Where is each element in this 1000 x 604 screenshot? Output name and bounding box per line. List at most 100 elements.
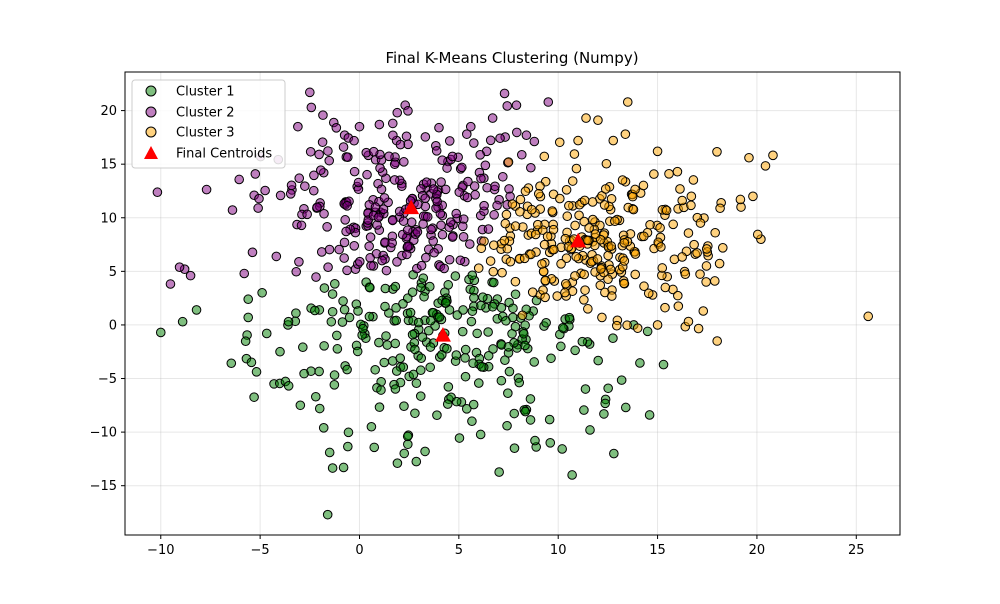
y-tick-label: −5 <box>98 372 117 387</box>
legend: Cluster 1 Cluster 2 Cluster 3 Final Cent… <box>131 79 286 169</box>
cluster-3-point <box>664 169 674 179</box>
cluster-1-point <box>410 344 420 355</box>
cluster-1-point <box>483 350 494 361</box>
cluster-1-point <box>240 336 251 347</box>
legend-marker-cluster-3 <box>145 126 157 138</box>
cluster-3-point <box>669 254 680 265</box>
cluster-1-point <box>525 394 536 404</box>
cluster-2-point <box>389 159 400 170</box>
cluster-3-point <box>603 250 613 261</box>
cluster-2-point <box>317 137 328 147</box>
cluster-1-point <box>405 307 416 318</box>
cluster-1-point <box>518 328 529 339</box>
cluster-1-point <box>275 346 285 357</box>
cluster-2-point <box>306 102 317 113</box>
points-layer <box>152 87 874 520</box>
cluster-2-point <box>354 121 365 132</box>
cluster-1-point <box>329 370 340 380</box>
cluster-1-point <box>295 400 306 411</box>
ticks-layer: −10 −5 0 5 10 15 20 25 −15 −10 −5 0 5 10 15 20 <box>90 104 865 558</box>
cluster-3-point <box>548 224 559 235</box>
cluster-2-point <box>152 187 163 198</box>
cluster-1-point <box>408 369 419 380</box>
cluster-3-point <box>677 195 687 206</box>
cluster-2-point <box>362 169 372 180</box>
legend-label-cluster-2: Cluster 2 <box>176 106 235 121</box>
cluster-2-point <box>439 263 449 274</box>
cluster-1-point <box>395 353 406 363</box>
cluster-1-point <box>496 375 507 386</box>
cluster-1-point <box>246 357 257 368</box>
cluster-3-point <box>712 336 722 346</box>
cluster-2-point <box>379 193 390 203</box>
cluster-3-point <box>580 285 590 295</box>
cluster-1-point <box>451 350 462 360</box>
cluster-3-point <box>560 233 571 244</box>
cluster-1-point <box>314 366 324 377</box>
cluster-3-point <box>608 135 619 146</box>
cluster-1-point <box>557 444 567 454</box>
cluster-2-point <box>234 174 244 185</box>
cluster-2-point <box>377 255 387 266</box>
cluster-2-point <box>174 262 185 272</box>
cluster-1-point <box>564 312 575 323</box>
cluster-1-point <box>417 332 428 343</box>
cluster-3-point <box>587 197 598 207</box>
cluster-1-point <box>344 312 355 323</box>
cluster-1-point <box>380 301 390 312</box>
cluster-1-point <box>476 300 486 311</box>
cluster-1-point <box>503 388 513 398</box>
cluster-2-point <box>323 262 333 273</box>
cluster-2-point <box>420 132 431 142</box>
cluster-1-point <box>407 287 418 298</box>
cluster-2-point <box>324 155 335 166</box>
cluster-1-point <box>460 353 470 363</box>
cluster-3-point <box>717 243 728 253</box>
cluster-2-point <box>492 200 502 211</box>
cluster-2-point <box>543 97 554 107</box>
legend-marker-cluster-2 <box>145 106 157 118</box>
cluster-2-point <box>469 181 480 191</box>
cluster-3-point <box>595 280 606 291</box>
cluster-2-point <box>300 181 310 191</box>
cluster-3-point <box>715 203 725 214</box>
cluster-2-point <box>368 146 379 157</box>
centroid-marker <box>570 232 587 248</box>
cluster-2-point <box>428 236 439 246</box>
cluster-1-point <box>570 345 580 356</box>
cluster-1-point <box>364 311 375 322</box>
cluster-2-point <box>442 163 452 173</box>
cluster-2-point <box>403 106 413 116</box>
cluster-3-point <box>560 278 571 289</box>
cluster-2-point <box>387 215 398 226</box>
cluster-1-point <box>556 341 566 352</box>
cluster-2-point <box>412 227 423 237</box>
cluster-1-point <box>416 282 426 293</box>
cluster-2-point <box>402 249 412 260</box>
legend-label-centroids: Final Centroids <box>176 147 272 162</box>
cluster-2-point <box>253 203 263 213</box>
chart-title: Final K-Means Clustering (Numpy) <box>385 49 638 67</box>
cluster-2-point <box>319 208 329 219</box>
cluster-1-point <box>467 416 477 427</box>
cluster-3-point <box>592 254 603 264</box>
cluster-3-point <box>689 239 699 250</box>
y-tick-label: −10 <box>90 426 117 441</box>
cluster-2-point <box>375 163 385 173</box>
cluster-1-point <box>558 323 568 333</box>
cluster-1-point <box>310 305 320 316</box>
cluster-3-point <box>668 219 678 230</box>
cluster-3-point <box>695 269 705 279</box>
cluster-1-point <box>327 463 338 473</box>
cluster-2-point <box>305 146 316 157</box>
cluster-3-point <box>673 301 684 311</box>
cluster-3-point <box>752 229 763 240</box>
cluster-2-point <box>526 162 536 173</box>
cluster-1-point <box>658 359 669 370</box>
cluster-1-point <box>579 405 589 415</box>
cluster-1-point <box>251 367 262 377</box>
cluster-3-point <box>632 323 643 333</box>
cluster-3-point <box>581 113 591 123</box>
cluster-1-point <box>398 299 408 309</box>
cluster-3-point <box>619 238 630 248</box>
